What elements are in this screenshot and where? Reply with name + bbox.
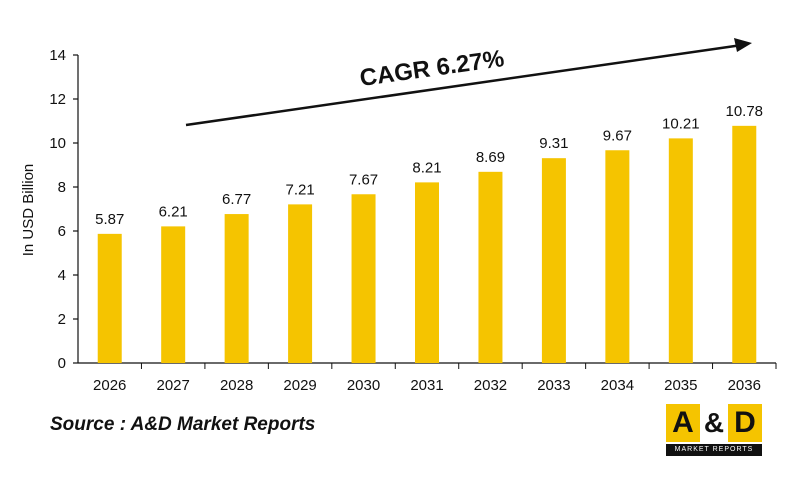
bar-2027 <box>161 226 186 363</box>
y-tick-label: 2 <box>58 311 66 328</box>
bar-2034 <box>605 150 630 363</box>
cagr-annotation: CAGR 6.27% <box>185 38 752 127</box>
logo: A & D MARKET REPORTS <box>666 404 762 456</box>
y-tick-label: 6 <box>58 223 66 240</box>
x-tick-label-2029: 2029 <box>283 377 316 394</box>
data-label-2035: 10.21 <box>662 115 700 132</box>
bar-2031 <box>415 182 439 363</box>
bar-2028 <box>224 214 249 363</box>
cagr-arrow-head <box>734 38 752 52</box>
cagr-label: CAGR 6.27% <box>358 45 506 92</box>
cagr-arrow-line <box>185 43 743 127</box>
data-label-2033: 9.31 <box>539 135 568 152</box>
x-ticks: 2026 2027 2028 2029 2030 2031 2032 2033 2034 2035… <box>93 363 777 394</box>
bar-2035 <box>668 138 693 363</box>
y-tick-label: 14 <box>49 47 66 64</box>
x-tick-label-2030: 2030 <box>347 377 380 394</box>
y-tick-label: 12 <box>49 91 66 108</box>
bar-2030 <box>351 194 376 363</box>
data-label-2032: 8.69 <box>476 149 505 166</box>
logo-letter-a: A <box>666 404 700 442</box>
bar-2026 <box>97 233 122 363</box>
bar-2029 <box>288 204 313 363</box>
x-tick-label-2026: 2026 <box>93 377 126 394</box>
data-label-2030: 7.67 <box>349 171 378 188</box>
logo-letters: A & D <box>666 404 762 442</box>
y-tick-label: 8 <box>58 179 66 196</box>
source-note: Source : A&D Market Reports <box>50 414 316 435</box>
data-label-2036: 10.78 <box>725 103 763 120</box>
bar-2036 <box>732 125 757 363</box>
x-tick-label-2028: 2028 <box>220 377 253 394</box>
data-label-2034: 9.67 <box>603 127 632 144</box>
x-tick-label-2033: 2033 <box>537 377 570 394</box>
y-tick-label: 10 <box>49 135 66 152</box>
x-tick-label-2032: 2032 <box>474 377 507 394</box>
bar-2033 <box>541 158 566 363</box>
bar-chart: 0 2 4 6 8 10 12 14 5.87 6.21 6.77 7.21 7.67 8.21 8.69… <box>20 38 777 394</box>
data-label-2031: 8.21 <box>412 159 441 176</box>
x-tick-label-2036: 2036 <box>728 377 761 394</box>
data-label-2027: 6.21 <box>159 203 188 220</box>
y-axis-label: In USD Billion <box>20 164 37 257</box>
data-label-2026: 5.87 <box>95 211 124 228</box>
x-tick-label-2031: 2031 <box>410 377 443 394</box>
logo-ampersand: & <box>700 404 728 442</box>
x-tick-label-2035: 2035 <box>664 377 697 394</box>
x-tick-label-2027: 2027 <box>156 377 189 394</box>
logo-subtitle: MARKET REPORTS <box>666 444 762 456</box>
data-label-2028: 6.77 <box>222 191 251 208</box>
logo-letter-d: D <box>728 404 762 442</box>
y-tick-label: 4 <box>58 267 66 284</box>
x-tick-label-2034: 2034 <box>601 377 634 394</box>
y-ticks: 0 2 4 6 8 10 12 14 <box>49 47 78 372</box>
bar-2032 <box>478 171 503 363</box>
bars: 5.87 6.21 6.77 7.21 7.67 8.21 8.69 9.31 9.67 10.2… <box>95 103 763 363</box>
y-tick-label: 0 <box>58 355 66 372</box>
data-label-2029: 7.21 <box>285 181 314 198</box>
